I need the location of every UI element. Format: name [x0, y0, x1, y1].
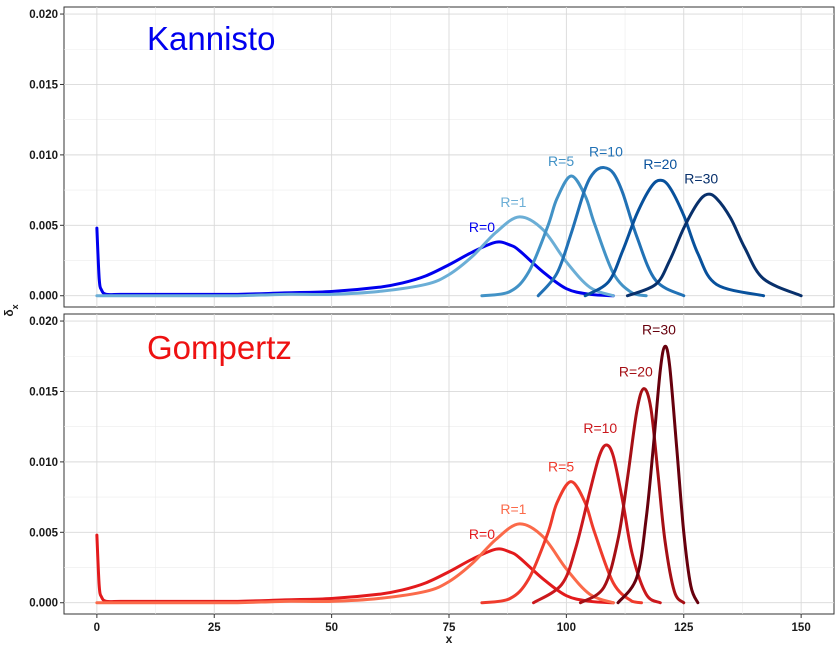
panel-title: Gompertz [147, 329, 292, 366]
y-tick-label: 0.000 [29, 291, 58, 303]
y-axis-title: δx [2, 304, 20, 316]
x-tick-label: 50 [325, 622, 338, 634]
series-label: R=0 [469, 526, 495, 542]
panel-title: Kannisto [147, 20, 275, 57]
x-tick-label: 75 [443, 622, 456, 634]
x-tick-label: 125 [674, 622, 694, 634]
y-tick-label: 0.015 [29, 79, 58, 91]
series-label: R=5 [548, 459, 574, 475]
series-line-r-30 [616, 344, 700, 605]
series-label: R=10 [589, 144, 623, 160]
panel-gompertz: 0.000 0.005 0.010 0.015 0.020 R=0 R=1 R=5 R=10 R=… [29, 313, 835, 615]
y-tick-label: 0.005 [29, 527, 58, 539]
series-label: R=10 [583, 420, 617, 436]
y-tick-label: 0.010 [29, 457, 58, 469]
y-tick-label: 0.010 [29, 150, 58, 162]
panel-kannisto: 0.000 0.005 0.010 0.015 0.020 R=0 R=1 R=5 R=10 R=… [29, 6, 835, 308]
y-tick-label: 0.005 [29, 220, 58, 232]
x-tick-label: 0 [94, 622, 100, 634]
series-line-r-5 [480, 174, 648, 298]
y-tick-label: 0.000 [29, 598, 58, 610]
series-label: R=1 [500, 501, 526, 517]
y-tick-label: 0.020 [29, 9, 58, 21]
x-tick-label: 25 [208, 622, 221, 634]
series-label: R=30 [684, 170, 718, 186]
x-tick-label: 100 [557, 622, 576, 634]
series-label: R=30 [642, 321, 676, 337]
series-label: R=5 [548, 153, 574, 169]
y-tick-label: 0.015 [29, 386, 58, 398]
x-tick-label: 150 [792, 622, 811, 634]
series-line-r-5 [480, 480, 643, 605]
y-tick-label: 0.020 [29, 316, 58, 328]
x-axis: 0 25 50 75 100 125 150 [94, 614, 811, 634]
series-line-r-10 [532, 443, 662, 605]
series-label: R=1 [500, 194, 526, 210]
series-line-r-20 [583, 178, 766, 298]
series-line-r-30 [625, 192, 803, 298]
series-line-r-1 [95, 522, 615, 605]
series-label: R=20 [619, 364, 653, 380]
series-line-r-10 [536, 166, 686, 298]
x-axis-title: x [446, 632, 453, 646]
series-line-r-20 [578, 387, 686, 605]
series-line-r-1 [95, 215, 615, 298]
series-label: R=20 [643, 156, 677, 172]
series-label: R=0 [469, 219, 495, 235]
